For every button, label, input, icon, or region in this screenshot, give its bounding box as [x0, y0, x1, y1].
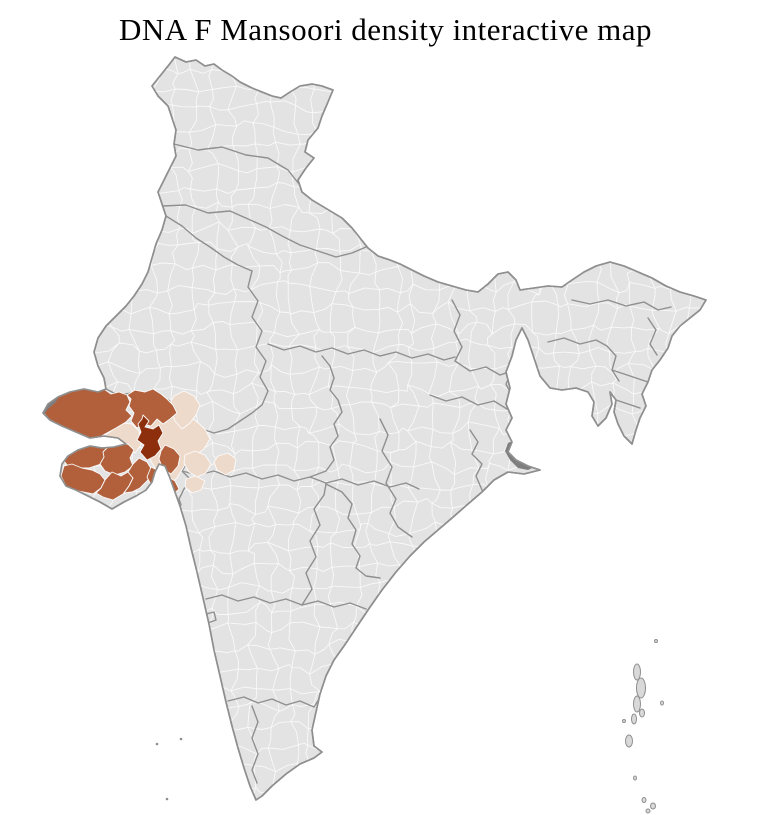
district-boundary-line: [46, 57, 62, 800]
state-boundary-line: [325, 483, 381, 579]
district-boundary-line: [25, 48, 42, 802]
state-boundary-line: [454, 360, 513, 376]
island-groups: [155, 639, 664, 814]
district-region-north-gujarat[interactable]: [126, 388, 178, 429]
island-andaman-nicobar[interactable]: [636, 677, 646, 699]
district-boundary-line: [247, 57, 264, 800]
state-boundary-line: [429, 394, 508, 410]
district-boundary-line: [43, 621, 706, 637]
state-boundary-line: [205, 611, 217, 624]
district-boundary-line: [708, 43, 721, 813]
island-andaman-nicobar[interactable]: [660, 700, 664, 706]
state-boundary-line: [611, 369, 649, 383]
state-boundary-line: [647, 317, 658, 356]
district-region-nandurbar[interactable]: [184, 475, 206, 494]
district-boundary-line: [40, 41, 719, 55]
district-boundary-line: [43, 60, 706, 76]
island-andaman-nicobar[interactable]: [633, 695, 641, 713]
district-boundary-line: [43, 721, 706, 735]
island-andaman-nicobar[interactable]: [641, 797, 647, 803]
state-boundary-line: [205, 594, 367, 610]
island-lakshadweep[interactable]: [165, 797, 169, 801]
island-andaman-nicobar[interactable]: [645, 808, 651, 814]
district-boundary-line: [43, 160, 706, 174]
district-boundary-line: [43, 201, 706, 217]
district-boundary-line: [225, 57, 241, 800]
district-boundary-line: [43, 699, 706, 715]
district-boundary-line: [43, 100, 706, 115]
island-andaman-nicobar[interactable]: [650, 802, 656, 810]
district-boundary-line: [36, 801, 708, 815]
district-boundary-line: [43, 180, 706, 196]
state-boundary-line: [451, 299, 463, 362]
district-region-west-madhya-pradesh[interactable]: [213, 452, 237, 476]
island-andaman-nicobar[interactable]: [622, 719, 626, 723]
island-lakshadweep[interactable]: [179, 737, 183, 741]
district-boundary-line: [524, 57, 541, 800]
island-lakshadweep[interactable]: [155, 742, 159, 746]
district-region-south-gujarat[interactable]: [156, 492, 177, 516]
state-boundary-line: [227, 695, 322, 708]
district-boundary-line: [43, 739, 706, 757]
page-title: DNA F Mansoori density interactive map: [119, 12, 652, 47]
district-region-junagadh[interactable]: [60, 463, 106, 495]
district-boundary-line: [43, 120, 706, 135]
state-boundary-line: [301, 483, 327, 606]
district-boundary-line: [43, 81, 706, 96]
state-boundary-line: [615, 399, 641, 409]
district-boundary-line: [645, 57, 663, 800]
district-boundary-line: [43, 638, 706, 655]
district-boundary-line: [43, 658, 706, 677]
district-region-jhabua[interactable]: [183, 450, 212, 478]
district-boundary-line: [43, 779, 706, 798]
district-boundary-line: [43, 221, 706, 236]
state-boundary-line: [309, 355, 343, 478]
district-boundary-line: [563, 57, 582, 800]
district-boundary-line: [685, 57, 701, 800]
state-boundary-line: [161, 204, 367, 258]
island-andaman-nicobar[interactable]: [625, 734, 633, 748]
state-boundary-line: [267, 343, 456, 361]
state-boundary-line: [571, 299, 672, 311]
state-boundary-line: [173, 143, 300, 185]
district-boundary-line: [43, 679, 706, 695]
state-boundary-line: [177, 270, 269, 434]
district-boundary-line: [588, 57, 603, 800]
island-andaman-nicobar[interactable]: [631, 713, 637, 725]
island-andaman-nicobar[interactable]: [633, 663, 641, 681]
district-boundary-line: [43, 138, 706, 155]
state-boundary-line: [379, 418, 413, 538]
district-region-ahmedabad[interactable]: [136, 414, 164, 461]
island-andaman-nicobar[interactable]: [639, 708, 645, 718]
state-boundary-line: [181, 470, 420, 490]
island-andaman-nicobar[interactable]: [654, 639, 658, 643]
island-andaman-nicobar[interactable]: [633, 775, 637, 781]
state-borders: [105, 143, 672, 784]
state-boundary-line: [251, 705, 259, 784]
district-boundary-line: [546, 57, 563, 800]
district-region-rajkot[interactable]: [99, 443, 135, 476]
district-boundary-line: [287, 57, 302, 800]
district-boundary-line: [267, 57, 283, 800]
india-outline-stroke: [42, 56, 707, 801]
state-boundary-line: [165, 215, 253, 272]
state-boundary-line: [469, 429, 483, 491]
state-boundary-line: [547, 337, 620, 382]
district-boundary-line: [43, 759, 706, 775]
district-region-bhavnagar[interactable]: [123, 457, 153, 494]
district-boundary-line: [665, 57, 682, 800]
district-boundary-line: [505, 57, 521, 800]
